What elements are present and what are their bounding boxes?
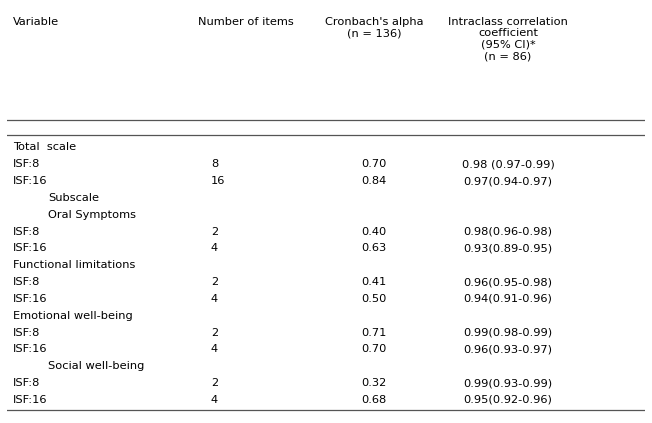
Text: ISF:8: ISF:8 xyxy=(13,277,40,287)
Text: 0.97(0.94-0.97): 0.97(0.94-0.97) xyxy=(464,176,553,186)
Text: 0.40: 0.40 xyxy=(361,227,387,236)
Text: 2: 2 xyxy=(211,227,218,236)
Text: Total  scale: Total scale xyxy=(13,143,76,152)
Text: 0.41: 0.41 xyxy=(361,277,387,287)
Text: 2: 2 xyxy=(211,328,218,338)
Text: 4: 4 xyxy=(211,344,218,354)
Text: 4: 4 xyxy=(211,294,218,304)
Text: ISF:16: ISF:16 xyxy=(13,294,48,304)
Text: 0.95(0.92-0.96): 0.95(0.92-0.96) xyxy=(464,395,552,405)
Text: Subscale: Subscale xyxy=(48,193,99,203)
Text: Social well-being: Social well-being xyxy=(48,361,145,371)
Text: 0.68: 0.68 xyxy=(361,395,387,405)
Text: 0.98(0.96-0.98): 0.98(0.96-0.98) xyxy=(464,227,553,236)
Text: 0.94(0.91-0.96): 0.94(0.91-0.96) xyxy=(464,294,552,304)
Text: 0.70: 0.70 xyxy=(361,344,387,354)
Text: 0.99(0.98-0.99): 0.99(0.98-0.99) xyxy=(464,328,553,338)
Text: Functional limitations: Functional limitations xyxy=(13,260,135,270)
Text: 4: 4 xyxy=(211,395,218,405)
Text: 0.84: 0.84 xyxy=(361,176,387,186)
Text: 16: 16 xyxy=(211,176,226,186)
Text: 0.96(0.93-0.97): 0.96(0.93-0.97) xyxy=(464,344,553,354)
Text: ISF:16: ISF:16 xyxy=(13,243,48,253)
Text: 4: 4 xyxy=(211,243,218,253)
Text: ISF:8: ISF:8 xyxy=(13,159,40,169)
Text: ISF:16: ISF:16 xyxy=(13,344,48,354)
Text: 2: 2 xyxy=(211,277,218,287)
Text: 8: 8 xyxy=(211,159,218,169)
Text: 2: 2 xyxy=(211,378,218,388)
Text: ISF:16: ISF:16 xyxy=(13,395,48,405)
Text: 0.71: 0.71 xyxy=(361,328,387,338)
Text: Intraclass correlation
coefficient
(95% CI)*
(n = 86): Intraclass correlation coefficient (95% … xyxy=(448,16,568,61)
Text: Number of items: Number of items xyxy=(198,16,294,27)
Text: 0.63: 0.63 xyxy=(361,243,387,253)
Text: 0.50: 0.50 xyxy=(361,294,387,304)
Text: 0.96(0.95-0.98): 0.96(0.95-0.98) xyxy=(464,277,553,287)
Text: Cronbach's alpha
(n = 136): Cronbach's alpha (n = 136) xyxy=(325,16,423,38)
Text: 0.70: 0.70 xyxy=(361,159,387,169)
Text: ISF:8: ISF:8 xyxy=(13,328,40,338)
Text: 0.98 (0.97-0.99): 0.98 (0.97-0.99) xyxy=(462,159,554,169)
Text: Emotional well-being: Emotional well-being xyxy=(13,311,132,321)
Text: 0.93(0.89-0.95): 0.93(0.89-0.95) xyxy=(464,243,553,253)
Text: ISF:16: ISF:16 xyxy=(13,176,48,186)
Text: ISF:8: ISF:8 xyxy=(13,378,40,388)
Text: ISF:8: ISF:8 xyxy=(13,227,40,236)
Text: 0.32: 0.32 xyxy=(361,378,387,388)
Text: Oral Symptoms: Oral Symptoms xyxy=(48,210,136,220)
Text: Variable: Variable xyxy=(13,16,59,27)
Text: 0.99(0.93-0.99): 0.99(0.93-0.99) xyxy=(464,378,553,388)
